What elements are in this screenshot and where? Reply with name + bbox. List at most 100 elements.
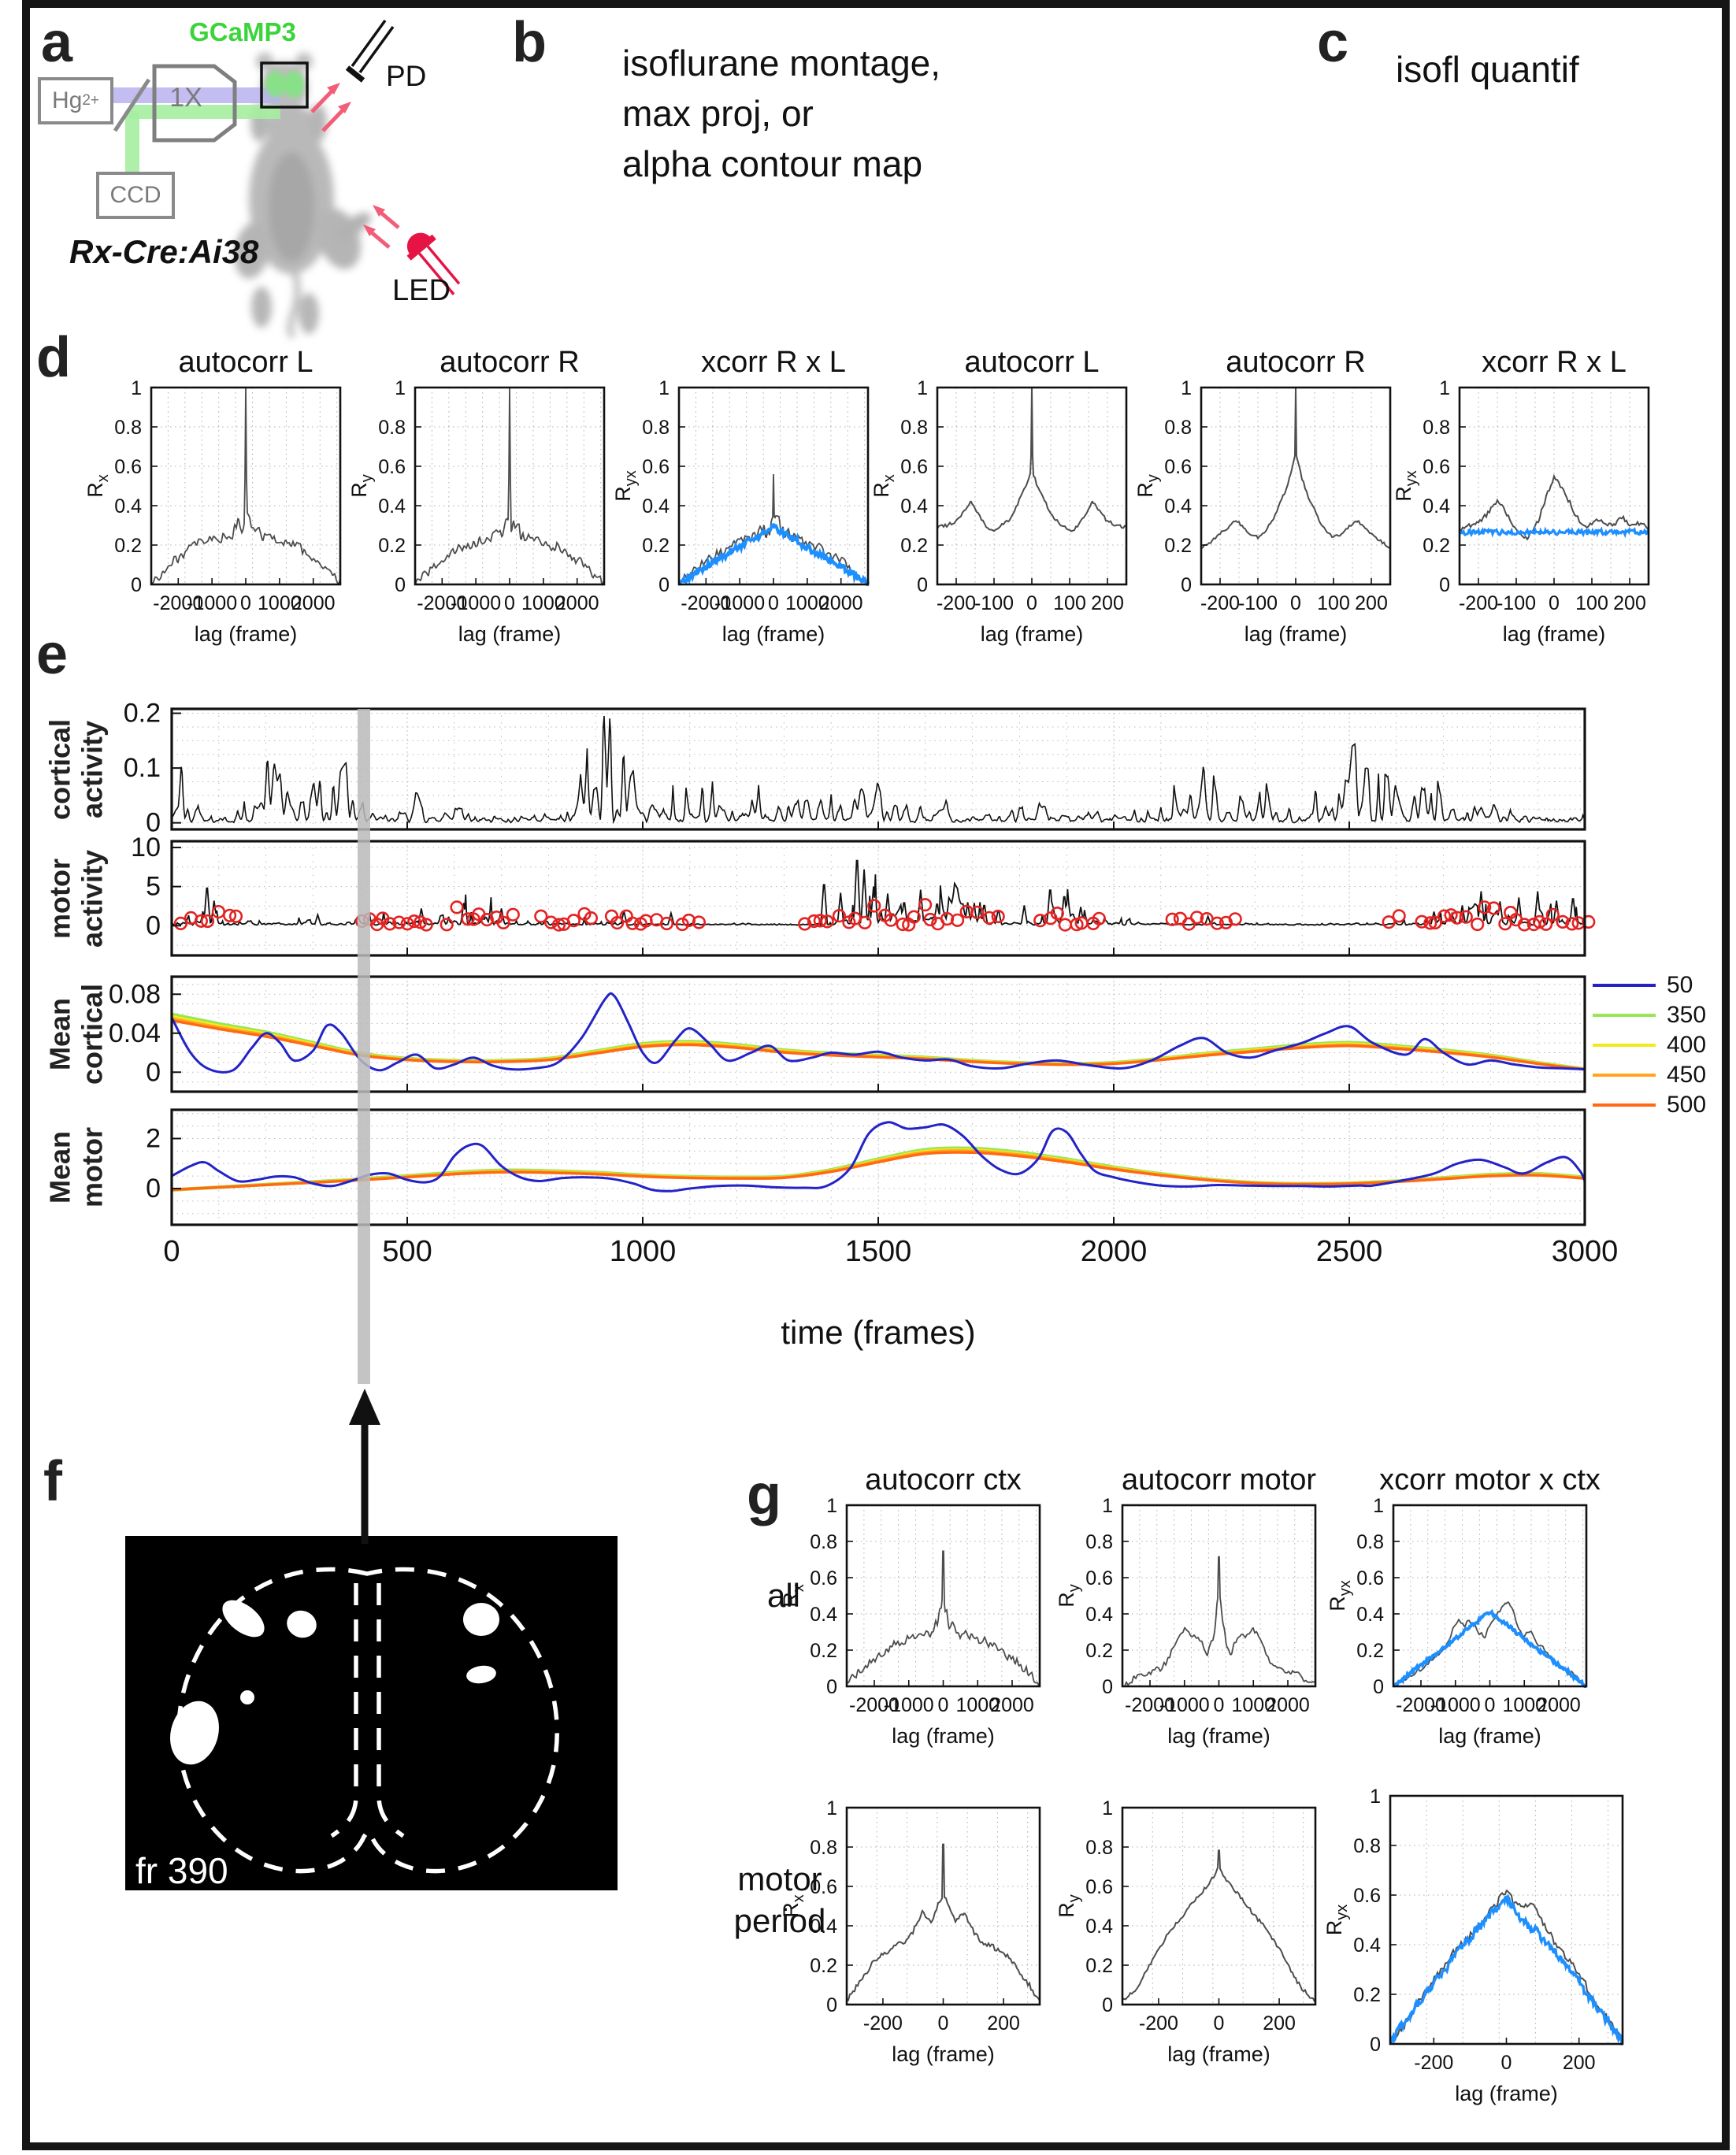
svg-text:0.8: 0.8: [1356, 1531, 1384, 1553]
svg-text:0.8: 0.8: [810, 1531, 837, 1553]
svg-text:-1000: -1000: [884, 1694, 934, 1716]
svg-text:0.8: 0.8: [1353, 1835, 1381, 1857]
svg-text:0: 0: [1549, 592, 1560, 614]
grid: [847, 1505, 1040, 1686]
axis-ticks: [415, 387, 578, 585]
svg-text:0.8: 0.8: [114, 417, 142, 439]
svg-text:0: 0: [504, 592, 515, 614]
e-subplot-sp1: 0 0.1 0.2: [124, 699, 1586, 838]
hg-sup-label: 2+: [82, 92, 100, 109]
hg-label: Hg: [51, 87, 83, 113]
axis-labels: -200-100 0 100 200 0 0.2 0.4 0.6 0.8 1 lag (frame)…: [870, 346, 1124, 646]
svg-text:1: 1: [1370, 1786, 1381, 1808]
series-autocorr: [1122, 1556, 1316, 1687]
svg-text:0: 0: [1439, 574, 1450, 596]
series-autocorr: [150, 387, 341, 584]
svg-text:0.6: 0.6: [810, 1876, 837, 1898]
chart-autocorr-R-wide: -2000 -1000 0 1000 2000 0 0.2 0.4 0.6 0.8 1 lag (fr…: [340, 340, 628, 667]
svg-text:-1000: -1000: [187, 592, 237, 614]
series-xcorr: [1459, 473, 1649, 541]
svg-text:0.6: 0.6: [900, 456, 928, 478]
mean-window-50: [171, 1121, 1586, 1192]
svg-text:-100: -100: [974, 592, 1014, 614]
excitation-beam: [107, 87, 280, 103]
svg-text:2000: 2000: [990, 1694, 1034, 1716]
axis-ticks: [679, 387, 842, 585]
svg-text:0.8: 0.8: [810, 1837, 837, 1859]
svg-text:1000: 1000: [258, 592, 302, 614]
axis-ticks: [847, 1504, 1013, 1687]
panel-a-label: a: [41, 11, 73, 74]
svg-text:0: 0: [131, 574, 142, 596]
svg-text:0: 0: [395, 574, 406, 596]
grid: [1460, 388, 1649, 584]
axis-ticks: [1201, 387, 1372, 585]
mean-smooth-500: [171, 1018, 1586, 1071]
svg-text:0: 0: [1373, 1676, 1384, 1698]
axis-ticks: [172, 993, 1350, 1092]
grid: [847, 1808, 1040, 2005]
axis-ticks: [172, 1137, 1350, 1225]
svg-text:-200: -200: [937, 592, 976, 614]
legend-line: [1593, 1044, 1656, 1047]
axis-labels: -200 0 200 0 0.2 0.4 0.6 0.8 1 lag (frame) Ryx: [1322, 1786, 1596, 2105]
grid: [1390, 1796, 1623, 2044]
svg-text:1: 1: [1373, 1495, 1384, 1517]
svg-text:0.8: 0.8: [1164, 417, 1192, 439]
ytick-labels: 0 5 10: [131, 833, 161, 940]
grid: [172, 709, 1585, 829]
svg-text:0: 0: [1214, 1694, 1225, 1716]
e-xtick-0: 0: [163, 1235, 180, 1268]
chart-xcorr-RxL-wide: -2000 -1000 0 1000 2000 0 0.2 0.4 0.6 0.8 1 lag (fr…: [604, 340, 892, 667]
svg-text:1: 1: [395, 377, 406, 399]
legend-line: [1593, 984, 1656, 987]
svg-text:-200: -200: [1414, 2052, 1453, 2074]
svg-text:2000: 2000: [1537, 1694, 1581, 1716]
grid: [172, 977, 1585, 1092]
svg-text:2: 2: [146, 1124, 161, 1154]
svg-text:0.4: 0.4: [114, 495, 142, 517]
svg-text:0.6: 0.6: [114, 456, 142, 478]
axis-ticks: [1393, 1504, 1560, 1687]
svg-text:0.6: 0.6: [1085, 1567, 1113, 1589]
panel-b-label: b: [512, 11, 547, 74]
svg-text:0.6: 0.6: [378, 456, 406, 478]
e-xtick-500: 500: [382, 1235, 432, 1268]
legend-item-400: 400: [1593, 1030, 1706, 1060]
chart-autocorr-L-narrow: -200 -100 0 100 200 0 0.2 0.4 0.6 0.8 1 lag (frame)…: [862, 340, 1150, 667]
xaxis-label: lag (frame): [892, 1724, 995, 1748]
e-xtick-2000: 2000: [1080, 1235, 1148, 1268]
xaxis-label: lag (frame): [195, 622, 298, 646]
frame-marker-arrow: [349, 1389, 380, 1544]
svg-text:-2000: -2000: [153, 592, 203, 614]
yaxis-label: Ryx: [1322, 1905, 1351, 1936]
xaxis-label: lag (frame): [1438, 1724, 1541, 1748]
gcamp3-label: GCaMP3: [189, 17, 296, 46]
ytick-labels: 02: [146, 1124, 161, 1204]
svg-text:2000: 2000: [819, 592, 863, 614]
grid: [1122, 1505, 1315, 1686]
svg-text:1: 1: [658, 377, 670, 399]
legend-label: 350: [1667, 1002, 1707, 1028]
svg-text:0: 0: [1181, 574, 1192, 596]
yaxis-label: Ry: [1133, 474, 1162, 498]
g-row-label-all: all: [766, 1577, 801, 1614]
svg-text:0: 0: [938, 1694, 949, 1716]
dichroic-mirror-icon: [113, 78, 151, 132]
svg-text:0: 0: [1026, 592, 1037, 614]
chart-autocorr-ctx-motorperiod: -200 0 200 0 0.2 0.4 0.6 0.8 1 lag (frame) Rx: [772, 1760, 1063, 2087]
e-legend: 50 350 400 450 500: [1593, 970, 1706, 1120]
pd-label: PD: [386, 60, 427, 92]
genotype-label: Rx-Cre:Ai38: [69, 233, 259, 270]
panel-e-label: e: [36, 623, 69, 686]
svg-text:200: 200: [1091, 592, 1124, 614]
svg-text:0.6: 0.6: [1085, 1876, 1113, 1898]
axis-ticks: [1122, 1807, 1280, 2005]
svg-text:0.6: 0.6: [1423, 456, 1450, 478]
